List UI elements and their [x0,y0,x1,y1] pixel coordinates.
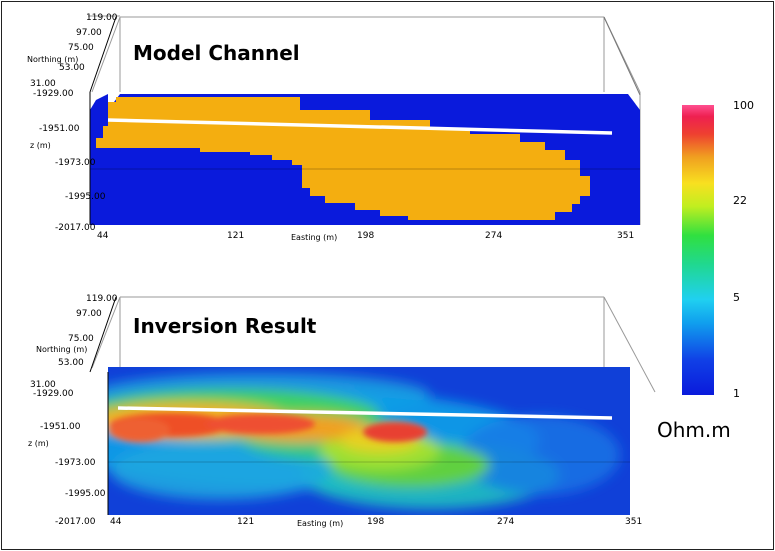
northing-tick: 75.00 [68,43,94,53]
northing-tick: 31.00 [30,79,56,89]
easting-tick: 44 [97,231,109,241]
northing-tick: 31.00 [30,380,56,390]
easting-label: Easting (m) [291,233,337,242]
z-tick: -1973.00 [55,158,96,168]
panel-model-channel: 119.00 97.00 75.00 Northing (m) 53.00 31… [27,13,641,242]
colorbar-tick: 100 [733,99,754,112]
easting-tick: 274 [485,231,502,241]
box-wireframe-2 [91,296,656,393]
panel-title-inversion: Inversion Result [133,314,317,338]
easting-tick: 351 [617,231,634,241]
survey-line-1 [107,118,613,135]
northing-label: Northing (m) [36,345,87,354]
panel-title-model: Model Channel [133,41,300,65]
z-label: z (m) [28,439,49,448]
colorbar-tick: 22 [733,194,747,207]
easting-tick: 44 [110,517,122,527]
colorbar-tick: 5 [733,291,740,304]
easting-tick: 274 [497,517,514,527]
colorbar-unit: Ohm.m [657,418,731,442]
z-tick: -1929.00 [33,89,74,99]
model-side-face [90,94,108,110]
z-axis-1: -1929.00 -1951.00 z (m) -1973.00 -1995.0… [30,89,106,233]
northing-tick: 75.00 [68,334,94,344]
northing-tick: 119.00 [86,13,118,23]
northing-axis-1: 119.00 97.00 75.00 Northing (m) 53.00 31… [27,13,118,93]
northing-axis-2: 119.00 97.00 75.00 Northing (m) 53.00 31… [30,294,118,390]
z-tick: -1951.00 [39,124,80,134]
z-axis-2: -1929.00 -1951.00 z (m) -1973.00 -1995.0… [28,372,109,527]
z-tick: -1929.00 [33,389,74,399]
panel-inversion-result: 119.00 97.00 75.00 Northing (m) 53.00 31… [28,294,656,528]
northing-tick: 53.00 [59,63,85,73]
z-tick: -1995.00 [65,192,106,202]
easting-axis-1: 44 121 Easting (m) 198 274 351 [97,231,634,242]
colorbar-gradient [682,105,714,395]
easting-tick: 121 [227,231,244,241]
model-channel-body [96,97,590,220]
colorbar: 100 22 5 1 Ohm.m [657,99,754,442]
easting-axis-2: 44 121 Easting (m) 198 274 351 [110,517,642,528]
inversion-volume [108,367,630,515]
northing-label: Northing (m) [27,55,78,64]
northing-tick: 53.00 [58,358,84,368]
z-tick: -1995.00 [65,489,106,499]
northing-tick: 97.00 [76,309,102,319]
colorbar-tick: 1 [733,387,740,400]
easting-tick: 351 [625,517,642,527]
box-frontline-1 [603,16,641,96]
easting-tick: 121 [237,517,254,527]
northing-tick: 119.00 [86,294,118,304]
survey-line-2 [117,406,613,420]
easting-tick: 198 [367,517,384,527]
easting-tick: 198 [357,231,374,241]
z-tick: -2017.00 [55,517,96,527]
easting-label: Easting (m) [297,519,343,528]
z-tick: -2017.00 [55,223,96,233]
z-label: z (m) [30,141,51,150]
z-tick: -1951.00 [40,422,81,432]
northing-tick: 97.00 [76,28,102,38]
z-tick: -1973.00 [55,458,96,468]
